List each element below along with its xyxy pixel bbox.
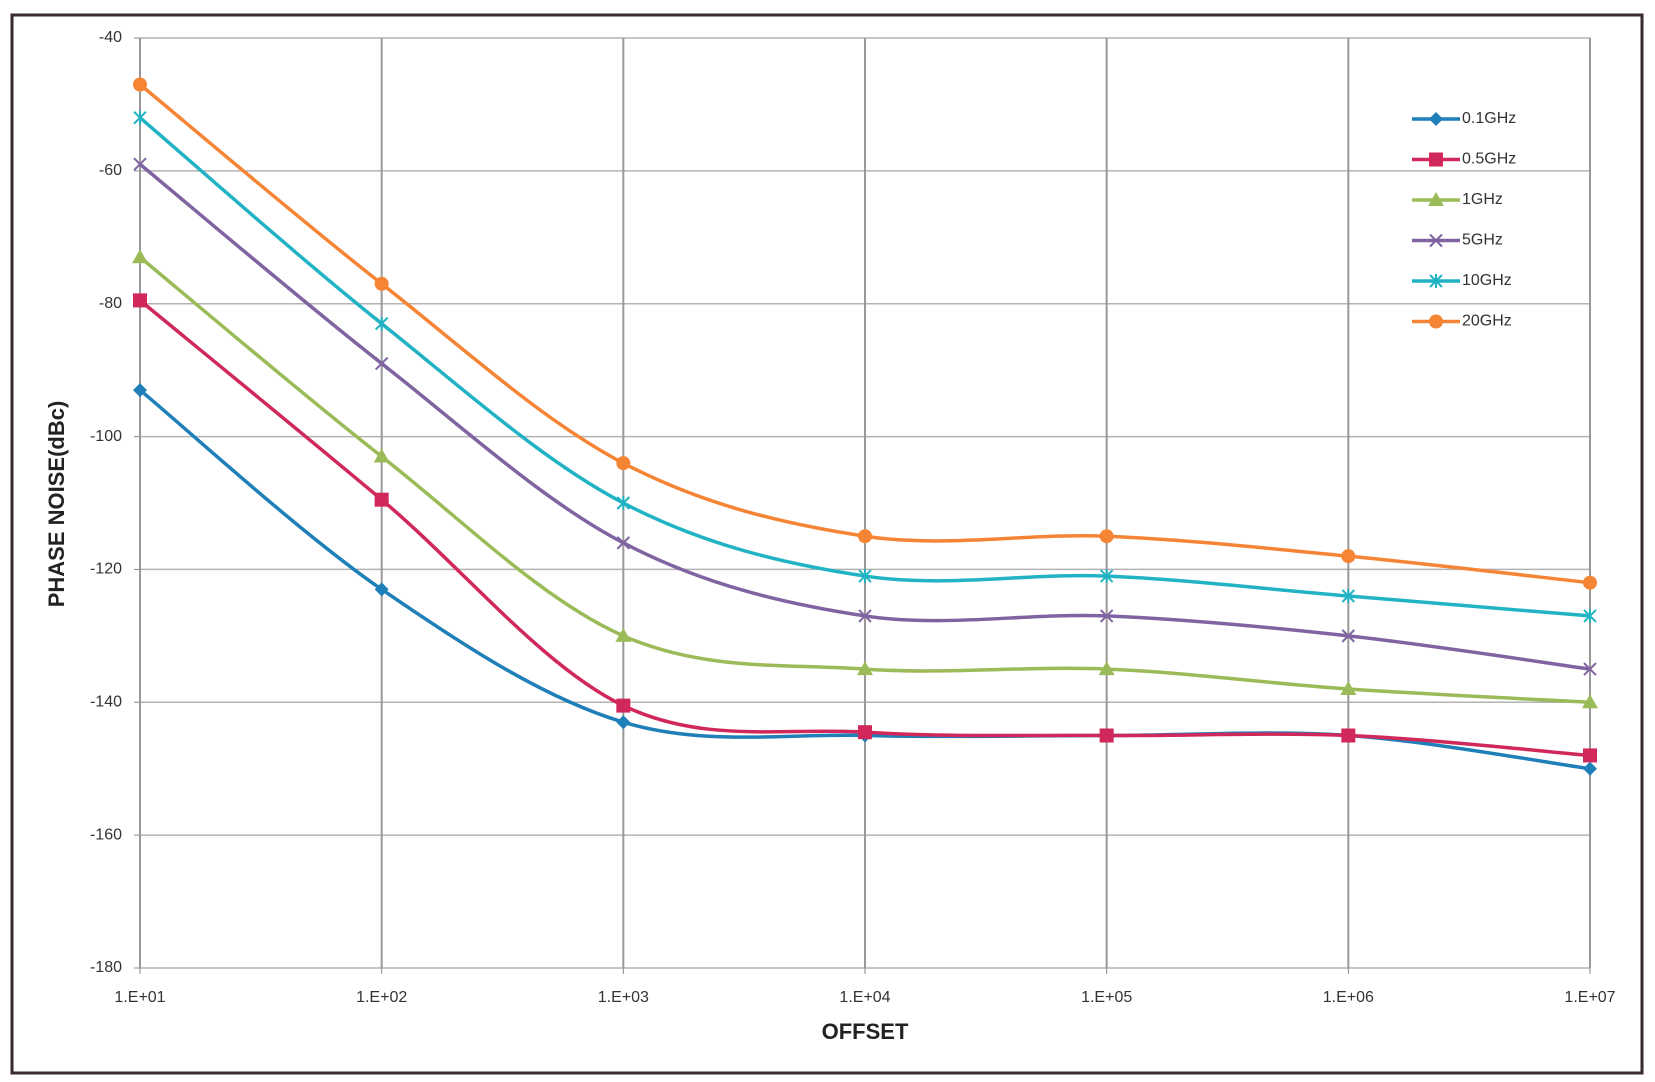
marker: [858, 529, 872, 544]
legend-marker: [1429, 314, 1443, 329]
y-tick-label: -40: [99, 29, 122, 46]
chart-frame: [10, 13, 1644, 1075]
marker: [1341, 549, 1356, 564]
marker: [374, 356, 389, 371]
y-tick-label: -160: [90, 826, 122, 843]
marker: [1098, 661, 1115, 676]
marker: [858, 569, 872, 584]
legend-label: 10GHz: [1462, 272, 1512, 289]
marker: [1340, 681, 1357, 695]
marker: [616, 456, 631, 471]
legend-label: 0.5GHz: [1462, 151, 1516, 168]
marker: [858, 725, 872, 740]
marker: [615, 627, 632, 642]
legend-label: 1GHz: [1462, 191, 1503, 208]
marker: [1341, 589, 1356, 603]
marker: [1099, 609, 1114, 623]
marker: [133, 293, 147, 308]
y-tick-label: -140: [90, 694, 122, 711]
y-tick-label: -100: [90, 428, 122, 445]
legend-label: 20GHz: [1462, 313, 1512, 330]
x-tick-label: 1.E+03: [598, 989, 649, 1006]
marker: [133, 383, 147, 398]
x-axis-title: OFFSET: [822, 1019, 909, 1044]
y-tick-label: -120: [90, 561, 122, 578]
marker: [1583, 761, 1597, 776]
legend-marker: [1428, 192, 1444, 206]
marker: [1583, 748, 1597, 763]
x-tick-label: 1.E+01: [114, 989, 165, 1006]
marker: [616, 698, 631, 713]
marker: [1099, 569, 1114, 584]
marker: [374, 316, 389, 331]
marker: [1583, 608, 1597, 623]
marker: [616, 496, 631, 510]
marker: [1583, 575, 1597, 590]
x-tick-label: 1.E+05: [1081, 989, 1132, 1006]
x-tick-label: 1.E+07: [1564, 989, 1615, 1006]
marker: [1341, 728, 1356, 743]
y-axis-title: PHASE NOISE(dBc): [44, 401, 69, 608]
y-tick-label: -60: [99, 162, 122, 179]
marker: [1583, 662, 1597, 676]
marker: [858, 609, 872, 623]
legend-marker: [1429, 112, 1443, 126]
y-tick-label: -80: [99, 295, 122, 312]
x-tick-label: 1.E+06: [1323, 989, 1374, 1006]
marker: [374, 276, 389, 291]
legend-marker: [1429, 152, 1443, 167]
legend-label: 0.1GHz: [1462, 110, 1516, 127]
marker: [133, 157, 147, 171]
legend-marker: [1429, 233, 1443, 248]
marker: [616, 536, 631, 550]
marker: [1099, 728, 1114, 743]
x-tick-label: 1.E+04: [839, 989, 890, 1006]
marker: [1582, 694, 1598, 709]
marker: [1341, 629, 1356, 643]
marker: [1099, 529, 1114, 544]
legend-label: 5GHz: [1462, 232, 1503, 249]
legend-marker: [1429, 274, 1443, 288]
marker: [616, 715, 631, 730]
marker: [132, 249, 148, 264]
x-tick-label: 1.E+02: [356, 989, 407, 1006]
marker: [374, 492, 389, 507]
y-tick-label: -180: [90, 959, 122, 976]
marker: [374, 582, 389, 597]
marker: [373, 448, 390, 463]
marker: [857, 661, 873, 676]
marker: [133, 77, 147, 92]
marker: [133, 110, 147, 125]
